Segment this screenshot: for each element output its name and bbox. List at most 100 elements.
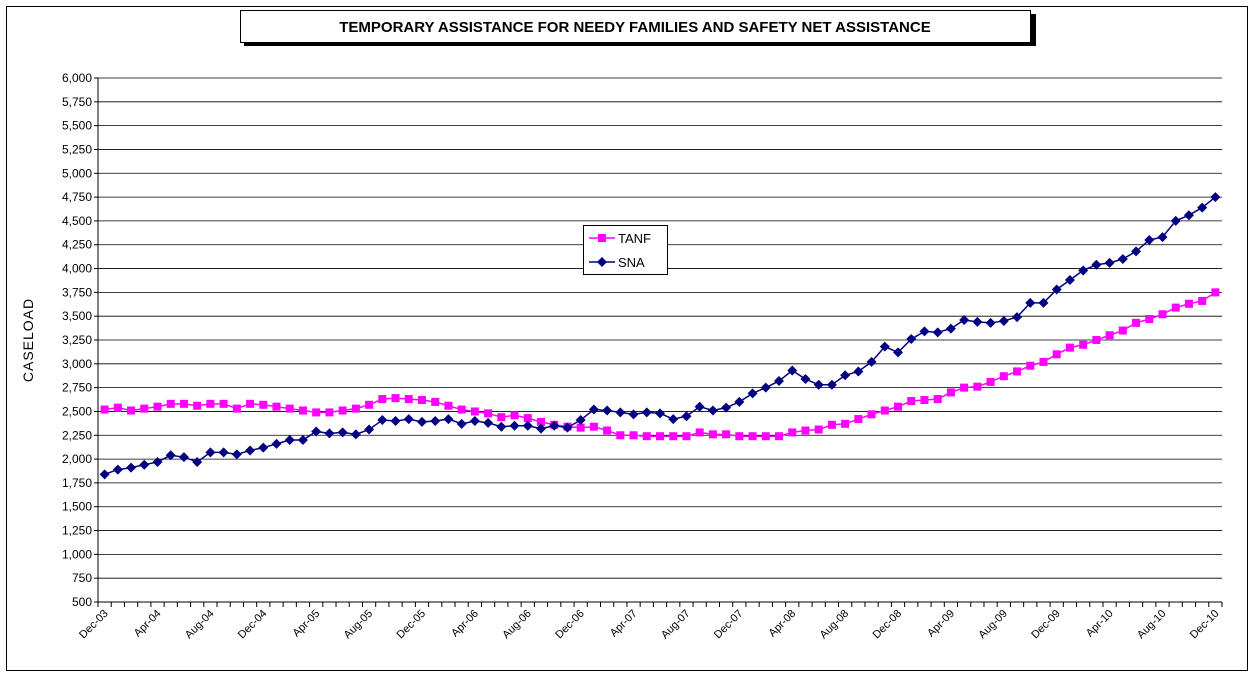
data-point <box>655 408 665 419</box>
data-point <box>959 314 970 325</box>
data-point <box>629 431 638 440</box>
data-point <box>933 395 942 404</box>
data-point <box>312 408 321 417</box>
data-point <box>1105 331 1114 340</box>
data-point <box>1198 296 1207 305</box>
data-point <box>826 379 837 390</box>
data-point <box>841 419 850 428</box>
data-point <box>536 417 545 426</box>
legend-marker <box>597 257 607 267</box>
data-point <box>126 462 137 473</box>
data-point <box>99 469 110 480</box>
data-point <box>748 432 757 441</box>
data-point <box>1039 357 1048 366</box>
data-point <box>576 423 585 432</box>
data-point <box>1052 350 1061 359</box>
data-point <box>735 432 744 441</box>
data-point <box>867 410 876 419</box>
data-point <box>390 415 401 426</box>
data-point <box>259 400 268 409</box>
data-point <box>100 405 109 414</box>
data-point <box>853 366 864 377</box>
data-point <box>695 428 704 437</box>
data-point <box>1065 343 1074 352</box>
data-point <box>523 414 532 423</box>
data-point <box>469 415 480 426</box>
data-point <box>298 406 307 415</box>
data-point <box>535 423 546 434</box>
legend-box <box>583 225 668 275</box>
y-tick-label: 2,750 <box>62 381 92 395</box>
data-point <box>721 402 732 413</box>
data-point <box>1158 310 1167 319</box>
data-point <box>1131 246 1142 257</box>
y-axis-label: CASELOAD <box>20 298 36 382</box>
y-tick-label: 2,000 <box>62 452 92 466</box>
data-point <box>986 377 995 386</box>
data-point <box>628 409 639 420</box>
legend-label: SNA <box>618 255 645 270</box>
data-point <box>139 459 150 470</box>
y-tick-label: 4,500 <box>62 214 92 228</box>
data-point <box>1117 254 1128 265</box>
data-point <box>801 426 810 435</box>
data-point <box>271 438 282 449</box>
data-point <box>1079 340 1088 349</box>
data-point <box>760 382 771 393</box>
data-point <box>854 415 863 424</box>
data-point <box>603 426 612 435</box>
data-point <box>285 404 294 413</box>
data-point <box>575 415 586 426</box>
data-point <box>140 404 149 413</box>
data-point <box>973 382 982 391</box>
data-point <box>457 405 466 414</box>
data-point <box>866 356 877 367</box>
data-point <box>775 432 784 441</box>
data-point <box>1092 336 1101 344</box>
data-point <box>1025 297 1036 308</box>
data-point <box>985 317 996 328</box>
data-point <box>879 341 890 352</box>
data-point <box>325 408 334 417</box>
data-point <box>894 402 903 411</box>
data-point <box>510 411 519 420</box>
data-point <box>297 435 308 446</box>
data-point <box>1197 202 1208 213</box>
y-tick-label: 1,000 <box>62 547 92 561</box>
data-point <box>417 396 426 405</box>
data-point <box>656 432 664 441</box>
data-point <box>311 426 322 437</box>
data-point <box>430 415 441 426</box>
data-point <box>682 432 691 441</box>
data-point <box>1013 367 1022 376</box>
data-point <box>681 411 692 422</box>
data-point <box>827 420 836 429</box>
data-point <box>1132 318 1141 327</box>
data-point <box>391 394 400 403</box>
data-point <box>179 399 188 408</box>
data-point <box>365 400 374 409</box>
data-point <box>998 315 1009 326</box>
y-tick-label: 3,750 <box>62 285 92 299</box>
data-point <box>999 372 1008 381</box>
data-point <box>774 375 785 386</box>
data-point <box>920 396 929 405</box>
y-tick-label: 4,250 <box>62 238 92 252</box>
chart-border <box>6 6 1248 671</box>
data-point <box>1091 259 1102 270</box>
data-point <box>1064 274 1075 285</box>
data-point <box>166 399 175 408</box>
data-point <box>588 404 599 415</box>
data-point <box>497 413 506 422</box>
y-tick-label: 1,750 <box>62 476 92 490</box>
data-point <box>1184 299 1193 308</box>
data-point <box>1170 215 1181 226</box>
data-point <box>616 431 625 440</box>
data-point <box>1144 234 1155 245</box>
data-point <box>272 402 281 411</box>
data-point <box>1118 326 1127 335</box>
data-point <box>907 396 916 405</box>
data-point <box>484 409 493 418</box>
data-point <box>337 427 348 438</box>
data-point <box>192 456 203 467</box>
